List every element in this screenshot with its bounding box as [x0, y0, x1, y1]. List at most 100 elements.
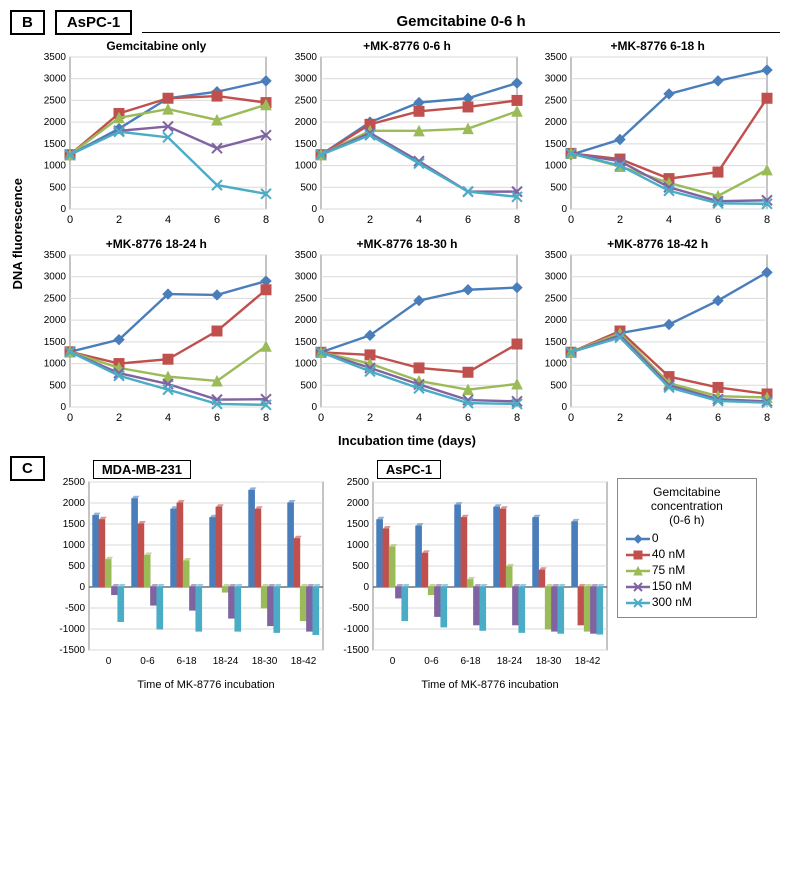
svg-text:18-24: 18-24 [497, 656, 523, 667]
svg-text:1500: 1500 [545, 139, 568, 150]
panel-c: C MDA-MB-231 -1500 -1000 -500 0 500 1000 1500 20… [10, 456, 780, 694]
svg-text:0: 0 [562, 402, 568, 413]
x-axis-label: Incubation time (days) [34, 433, 780, 448]
svg-text:2500: 2500 [347, 477, 370, 488]
svg-text:1000: 1000 [294, 161, 317, 172]
legend-label: 40 nM [652, 547, 685, 561]
svg-text:3000: 3000 [44, 74, 67, 85]
svg-text:2: 2 [116, 214, 122, 226]
svg-text:6: 6 [214, 412, 220, 424]
svg-text:Time of MK-8776 incubation: Time of MK-8776 incubation [137, 679, 274, 691]
svg-text:3500: 3500 [545, 250, 568, 261]
svg-text:4: 4 [666, 214, 672, 226]
legend-row: 75 nM [626, 563, 748, 577]
legend-label: 300 nM [652, 595, 692, 609]
svg-text:-1000: -1000 [343, 624, 369, 635]
line-chart-0: Gemcitabine only050010001500200025003000… [34, 37, 279, 233]
legend-label: 0 [652, 531, 659, 545]
svg-text:8: 8 [263, 412, 269, 424]
panel-c-label: C [10, 456, 45, 481]
svg-text:0: 0 [311, 402, 317, 413]
svg-text:3500: 3500 [294, 52, 317, 63]
svg-text:2: 2 [617, 214, 623, 226]
line-chart-5: +MK-8776 18-42 h050010001500200025003000… [535, 235, 780, 431]
svg-text:8: 8 [514, 214, 520, 226]
svg-text:0: 0 [562, 204, 568, 215]
svg-text:-500: -500 [349, 603, 369, 614]
svg-text:3000: 3000 [294, 74, 317, 85]
svg-text:0: 0 [67, 214, 73, 226]
svg-text:2000: 2000 [294, 315, 317, 326]
legend-label: 75 nM [652, 563, 685, 577]
svg-text:500: 500 [49, 380, 66, 391]
svg-text:0: 0 [67, 412, 73, 424]
svg-text:-500: -500 [65, 603, 85, 614]
svg-text:1500: 1500 [63, 519, 86, 530]
svg-text:0-6: 0-6 [424, 656, 439, 667]
svg-text:2: 2 [367, 412, 373, 424]
legend-items: 0 40 nM 75 nM 150 nM 300 nM [626, 531, 748, 609]
svg-text:0: 0 [318, 214, 324, 226]
svg-text:8: 8 [764, 412, 770, 424]
svg-text:Time of MK-8776 incubation: Time of MK-8776 incubation [421, 679, 558, 691]
svg-text:500: 500 [551, 182, 568, 193]
chart-title: +MK-8776 0-6 h [285, 39, 530, 53]
svg-text:6-18: 6-18 [176, 656, 196, 667]
svg-text:500: 500 [300, 182, 317, 193]
svg-text:1000: 1000 [545, 359, 568, 370]
svg-text:1500: 1500 [294, 337, 317, 348]
svg-text:3500: 3500 [44, 250, 67, 261]
chart-title: +MK-8776 18-42 h [535, 237, 780, 251]
svg-text:2000: 2000 [44, 315, 67, 326]
svg-text:-1500: -1500 [59, 645, 85, 656]
svg-text:18-42: 18-42 [575, 656, 601, 667]
svg-text:4: 4 [165, 412, 171, 424]
svg-text:0-6: 0-6 [140, 656, 155, 667]
svg-text:1500: 1500 [347, 519, 370, 530]
svg-text:1500: 1500 [44, 139, 67, 150]
panel-b-header: B AsPC-1 Gemcitabine 0-6 h [10, 10, 780, 35]
svg-text:3000: 3000 [294, 272, 317, 283]
svg-text:1000: 1000 [44, 359, 67, 370]
svg-text:0: 0 [106, 656, 112, 667]
svg-text:2: 2 [116, 412, 122, 424]
svg-text:1000: 1000 [347, 540, 370, 551]
svg-text:2: 2 [367, 214, 373, 226]
svg-text:8: 8 [764, 214, 770, 226]
svg-text:0: 0 [60, 402, 66, 413]
line-chart-2: +MK-8776 6-18 h0500100015002000250030003… [535, 37, 780, 233]
svg-text:4: 4 [165, 214, 171, 226]
chart-title: +MK-8776 6-18 h [535, 39, 780, 53]
chart-title: Gemcitabine only [34, 39, 279, 53]
svg-text:8: 8 [263, 214, 269, 226]
svg-text:2000: 2000 [545, 315, 568, 326]
svg-text:0: 0 [79, 582, 85, 593]
svg-text:500: 500 [551, 380, 568, 391]
svg-text:3500: 3500 [44, 52, 67, 63]
svg-text:4: 4 [416, 412, 422, 424]
svg-text:-1000: -1000 [59, 624, 85, 635]
svg-text:2000: 2000 [294, 117, 317, 128]
svg-text:6: 6 [715, 214, 721, 226]
svg-text:3000: 3000 [545, 74, 568, 85]
svg-text:2500: 2500 [44, 293, 67, 304]
line-chart-3: +MK-8776 18-24 h050010001500200025003000… [34, 235, 279, 431]
svg-text:2000: 2000 [347, 498, 370, 509]
legend-title: Gemcitabine concentration (0-6 h) [626, 485, 748, 527]
svg-text:2500: 2500 [294, 95, 317, 106]
svg-text:1000: 1000 [294, 359, 317, 370]
svg-text:18-30: 18-30 [536, 656, 562, 667]
svg-text:500: 500 [49, 182, 66, 193]
line-chart-4: +MK-8776 18-30 h050010001500200025003000… [285, 235, 530, 431]
svg-text:6: 6 [465, 412, 471, 424]
svg-text:3000: 3000 [545, 272, 568, 283]
svg-text:2500: 2500 [545, 95, 568, 106]
bar-chart-title: MDA-MB-231 [93, 460, 191, 479]
panel-b-title: Gemcitabine 0-6 h [142, 13, 780, 33]
legend-row: 150 nM [626, 579, 748, 593]
svg-text:500: 500 [68, 561, 85, 572]
svg-text:1500: 1500 [294, 139, 317, 150]
svg-text:1500: 1500 [545, 337, 568, 348]
bar-chart-1: AsPC-1-1500-1000-50005001000150020002500… [333, 456, 613, 694]
svg-text:2000: 2000 [44, 117, 67, 128]
